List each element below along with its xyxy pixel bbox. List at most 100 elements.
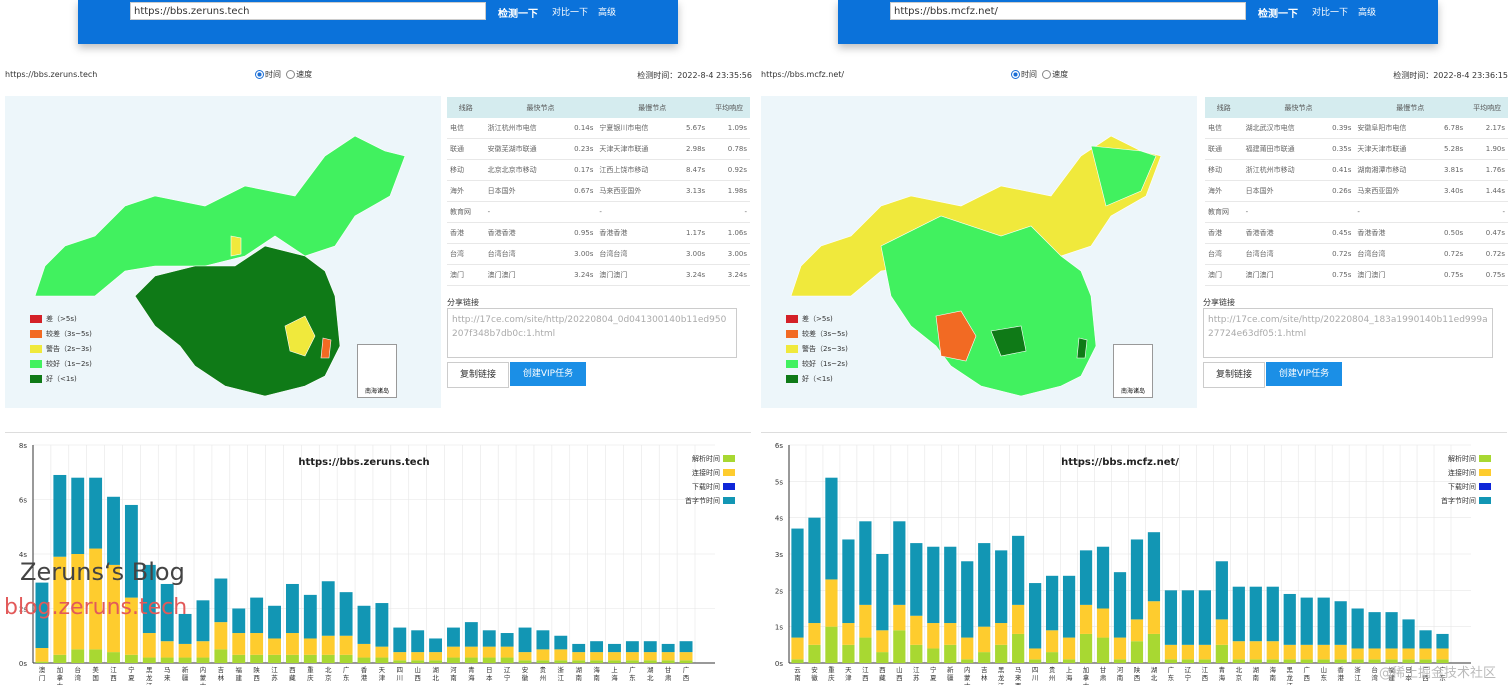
bar-segment	[196, 657, 210, 663]
table-cell	[673, 201, 709, 223]
bar-segment	[447, 627, 460, 647]
x-tick-label: 宁夏	[128, 665, 135, 682]
bar-segment	[321, 581, 335, 636]
bar-segment	[1215, 619, 1228, 645]
table-cell: 香港	[447, 222, 485, 244]
table-row: 台湾 台湾台湾 3.00s 台湾台湾 3.00s 3.00s	[447, 243, 750, 265]
bar-segment	[1096, 608, 1110, 638]
site-url: https://bbs.zeruns.tech	[5, 70, 98, 79]
bar-segment	[160, 657, 174, 663]
x-tick-label: 马来西	[1015, 666, 1022, 685]
share-link-textarea[interactable]: http://17ce.com/site/http/20220804_0d041…	[447, 308, 737, 358]
table-cell: 海外	[447, 180, 485, 202]
bar-segment	[268, 605, 281, 639]
map-region	[880, 215, 1097, 397]
table-cell: 0.23s	[561, 138, 597, 160]
x-tick-label: 上海	[611, 665, 618, 682]
x-tick-label: 香港	[1337, 665, 1344, 682]
table-header: 最慢节点	[1354, 97, 1467, 118]
bar-segment	[995, 644, 1008, 663]
y-tick-label: 6s	[19, 497, 27, 505]
bar-segment	[1249, 586, 1262, 642]
bar-segment	[1300, 644, 1313, 660]
x-tick-label: 贵州	[1049, 665, 1056, 682]
bar-segment	[572, 660, 586, 663]
bar-segment	[447, 657, 460, 663]
bar-segment	[1181, 644, 1195, 660]
table-cell: 0.35s	[1319, 138, 1355, 160]
radio-speed[interactable]	[1042, 70, 1052, 79]
bar-segment	[1079, 604, 1093, 634]
table-cell: 香港香港	[596, 222, 674, 244]
x-tick-label: 上海	[1066, 665, 1073, 682]
x-tick-label: 湖南	[1253, 665, 1260, 682]
create-vip-task-button[interactable]: 创建VIP任务	[510, 362, 586, 386]
url-input[interactable]: https://bbs.zeruns.tech	[130, 2, 486, 20]
legend-label: 较好（1s~2s)	[802, 360, 848, 368]
check-button[interactable]: 检测一下	[1258, 9, 1298, 20]
bar-segment	[268, 654, 281, 663]
bar-segment	[679, 652, 693, 661]
bar-segment	[1334, 601, 1347, 645]
copy-link-button[interactable]: 复制链接	[447, 362, 509, 388]
chart-legend-label: 连接时间	[692, 468, 720, 477]
legend-swatch	[30, 315, 42, 323]
bar-segment	[961, 637, 974, 660]
table-cell: 0.17s	[561, 159, 597, 181]
bar-segment	[35, 648, 49, 662]
legend-swatch	[30, 345, 42, 353]
radio-speed[interactable]	[286, 70, 296, 79]
y-tick-label: 4s	[775, 515, 783, 523]
table-cell	[1431, 201, 1467, 223]
bar-segment	[1300, 597, 1313, 645]
compare-button[interactable]: 对比一下	[552, 8, 589, 18]
radio-time[interactable]	[255, 70, 264, 79]
legend-swatch	[786, 345, 798, 353]
advanced-button[interactable]: 高级	[598, 8, 617, 18]
x-tick-label: 江苏	[913, 666, 920, 682]
x-tick-label: 广西	[683, 665, 690, 682]
bar-segment	[214, 649, 228, 663]
bar-segment	[518, 660, 532, 663]
y-tick-label: 3s	[775, 551, 783, 559]
share-link-textarea[interactable]: http://17ce.com/site/http/20220804_183a1…	[1203, 308, 1493, 358]
bar-segment	[375, 657, 389, 663]
table-cell: 0.78s	[708, 138, 750, 160]
table-row: 海外 日本国外 0.67s 马来西亚国外 3.13s 1.98s	[447, 180, 750, 202]
bar-segment	[303, 654, 317, 663]
bar-segment	[1266, 659, 1279, 663]
table-cell: 1.76s	[1466, 159, 1508, 181]
x-tick-label: 西藏	[289, 666, 296, 682]
create-vip-task-button[interactable]: 创建VIP任务	[1266, 362, 1342, 386]
bar-segment	[1402, 648, 1415, 660]
x-tick-label: 马来	[164, 666, 171, 682]
table-cell	[1319, 201, 1355, 223]
bar-segment	[944, 644, 957, 663]
bar-segment	[572, 652, 586, 661]
radio-speed-label: 速度	[1052, 70, 1069, 79]
table-cell: 0.45s	[1319, 222, 1355, 244]
radio-time[interactable]	[1011, 70, 1020, 79]
table-cell: 0.95s	[561, 222, 597, 244]
info-row: https://bbs.zeruns.tech 时间 速度 检测时间：2022-…	[5, 68, 752, 82]
check-button[interactable]: 检测一下	[498, 9, 538, 20]
y-tick-label: 2s	[775, 587, 783, 595]
compare-button[interactable]: 对比一下	[1312, 8, 1349, 18]
bar-segment	[464, 622, 478, 647]
legend-item: 较差（3s~5s)	[30, 329, 92, 344]
bar-segment	[978, 652, 991, 663]
bar-segment	[196, 600, 210, 642]
bar-segment	[995, 550, 1008, 624]
bar-segment	[53, 654, 67, 663]
url-input[interactable]: https://bbs.mcfz.net/	[890, 2, 1246, 20]
bar-segment	[89, 649, 103, 663]
x-tick-label: 青海	[468, 665, 475, 682]
advanced-button[interactable]: 高级	[1358, 8, 1377, 18]
table-row: 电信 浙江杭州市电信 0.14s 宁夏银川市电信 5.67s 1.09s	[447, 118, 750, 139]
bar-segment	[791, 637, 804, 660]
copy-link-button[interactable]: 复制链接	[1203, 362, 1265, 388]
x-tick-label: 四川	[397, 666, 404, 682]
bar-segment	[1012, 535, 1025, 605]
table-cell: 澳门澳门	[1354, 264, 1432, 286]
